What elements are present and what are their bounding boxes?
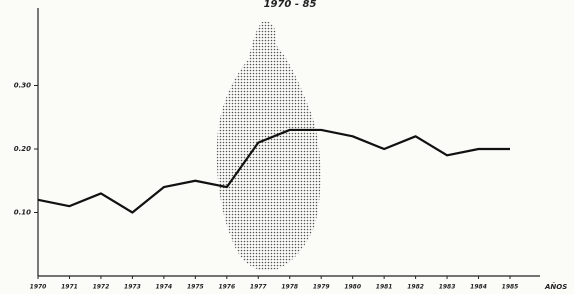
x-tick-label: 1978 [281, 284, 298, 291]
x-tick-label: 1982 [407, 284, 424, 291]
y-tick-label: 0.10 [14, 209, 31, 217]
x-tick-label: 1971 [61, 284, 78, 291]
x-tick-label: 1970 [30, 284, 47, 291]
x-axis-label: AÑOS [544, 282, 567, 291]
x-tick-label: 1974 [156, 284, 173, 291]
shaded-region [217, 21, 321, 271]
x-tick-label: 1984 [470, 284, 487, 291]
x-tick-label: 1979 [313, 284, 330, 291]
chart-title: 1970 - 85 [264, 0, 317, 10]
x-tick-label: 1975 [187, 284, 204, 291]
x-tick-label: 1973 [124, 284, 141, 291]
x-tick-label: 1981 [376, 284, 393, 291]
x-tick-label: 1980 [344, 284, 361, 291]
chart: 1970 - 85 AÑOS 0.10 0.20 0.30 1970 1971 1972 1… [0, 0, 574, 294]
x-tick-label: 1972 [93, 284, 110, 291]
y-tick-label: 0.20 [14, 145, 31, 153]
x-tick-label: 1976 [218, 284, 235, 291]
x-tick-label: 1985 [502, 284, 519, 291]
x-tick-label: 1977 [250, 284, 268, 291]
x-tick-label: 1983 [439, 284, 456, 291]
y-tick-label: 0.30 [14, 82, 31, 90]
